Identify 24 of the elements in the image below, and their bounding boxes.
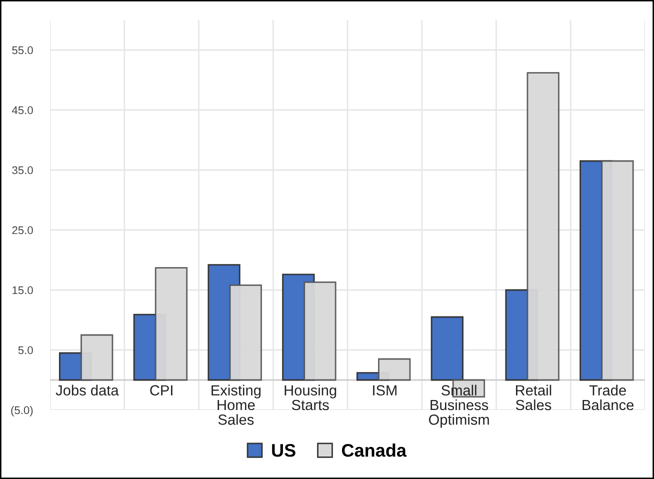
y-tick-label: 35.0 <box>12 166 33 174</box>
legend-label: US <box>272 444 296 457</box>
x-tick-label: Trade Balance <box>582 384 634 410</box>
x-tick-label: Jobs data <box>56 384 119 396</box>
bar <box>601 160 634 381</box>
x-tick-label: Housing Starts <box>284 384 336 410</box>
bar <box>430 316 464 381</box>
y-tick-label: 45.0 <box>12 106 33 114</box>
x-tick-label: Retail Sales <box>516 384 552 410</box>
x-tick-label: ISM <box>373 385 396 396</box>
y-tick-label: 5.0 <box>18 346 33 354</box>
y-tick-label: 25.0 <box>12 226 33 234</box>
y-tick-label: 15.0 <box>12 286 33 294</box>
bar <box>378 358 411 381</box>
x-tick-label: Existing Home Sales <box>212 384 261 425</box>
bar <box>229 284 262 381</box>
bar <box>80 334 114 381</box>
legend-label: Canada <box>342 444 407 457</box>
x-tick-label: CPI <box>150 385 172 396</box>
y-tick-label: (5.0) <box>11 406 33 416</box>
y-tick-label: 55.0 <box>12 46 33 54</box>
bar <box>526 72 560 381</box>
bar <box>154 267 188 381</box>
bar <box>304 282 336 381</box>
